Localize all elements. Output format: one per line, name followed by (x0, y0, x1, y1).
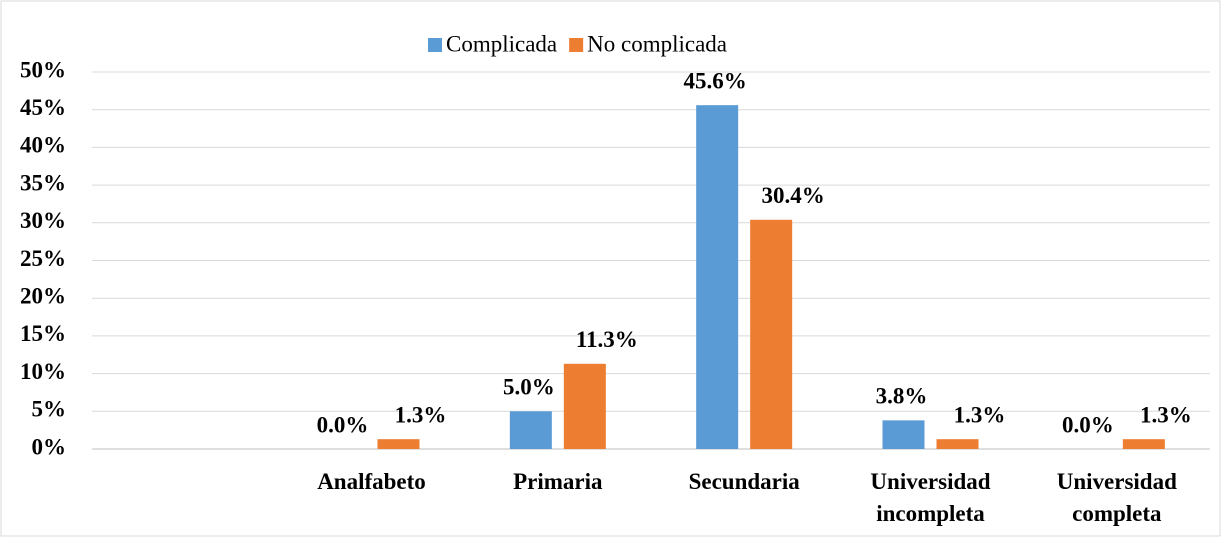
x-tick-label: Universidad incompleta (870, 469, 990, 526)
x-tick-label-line: Universidad (870, 469, 990, 494)
x-tick-label-line: Secundaria (689, 469, 801, 494)
data-label: 1.3% (1140, 402, 1192, 427)
bar (696, 105, 739, 450)
y-tick-label: 0% (32, 434, 67, 459)
y-tick-label: 10% (20, 359, 66, 384)
data-label: 1.3% (395, 402, 447, 427)
bar (509, 411, 552, 449)
y-tick-label: 45% (20, 95, 66, 120)
x-tick-label-line: Universidad (1057, 469, 1177, 494)
x-tick-label-line: Primaria (513, 469, 603, 494)
y-tick-label: 30% (20, 208, 66, 233)
x-tick-label: Secundaria (689, 469, 801, 494)
y-tick-label: 40% (20, 133, 66, 158)
bar (377, 439, 420, 449)
data-label: 0.0% (1062, 412, 1114, 437)
data-label: 5.0% (503, 375, 555, 400)
y-tick-label: 5% (32, 397, 67, 422)
legend-text: Complicada (446, 31, 557, 56)
data-label: 1.3% (954, 402, 1006, 427)
x-tick-label: Analfabeto (317, 469, 426, 494)
y-tick-label: 15% (20, 321, 66, 346)
bar (1122, 439, 1165, 449)
legend-swatch (428, 38, 442, 52)
data-label: 3.8% (876, 384, 928, 409)
bar (882, 420, 925, 449)
y-tick-label: 35% (20, 170, 66, 195)
data-label: 45.6% (684, 68, 747, 93)
legend-text: No complicada (587, 31, 727, 56)
data-label: 0.0% (317, 412, 369, 437)
bar (750, 219, 793, 449)
x-tick-label-line: incompleta (876, 501, 985, 526)
x-tick-label-line: completa (1072, 501, 1162, 526)
data-label: 11.3% (576, 327, 638, 352)
data-label: 30.4% (762, 183, 825, 208)
y-tick-label: 50% (20, 57, 66, 82)
bar (936, 439, 979, 449)
bar (563, 363, 606, 449)
y-tick-label: 20% (20, 283, 66, 308)
x-tick-label-line: Analfabeto (317, 469, 426, 494)
x-tick-label: Universidad completa (1057, 469, 1177, 526)
legend-swatch (569, 38, 584, 52)
x-tick-label: Primaria (513, 469, 603, 494)
y-tick-label: 25% (20, 246, 66, 271)
